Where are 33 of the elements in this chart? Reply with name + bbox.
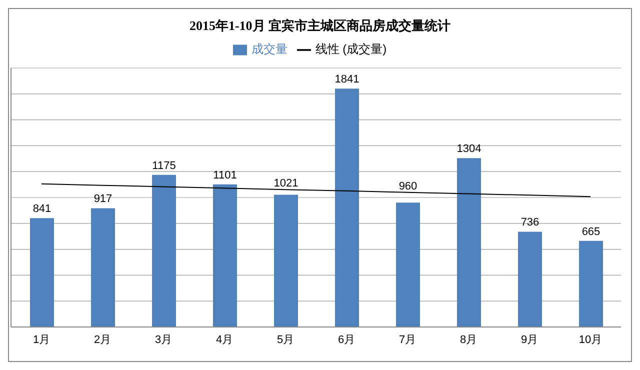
data-label: 1101 xyxy=(213,169,237,182)
x-tick-label: 1月 xyxy=(32,334,50,346)
legend-label: 线性 (成交量) xyxy=(315,42,387,56)
bar xyxy=(152,174,176,327)
bar xyxy=(335,88,359,327)
bar xyxy=(579,240,603,327)
data-label: 665 xyxy=(582,226,600,238)
data-label: 1175 xyxy=(152,160,176,172)
bar xyxy=(91,208,115,327)
bar xyxy=(396,202,420,327)
data-label: 736 xyxy=(520,216,540,229)
x-tick-label: 5月 xyxy=(276,334,294,346)
data-label: 1304 xyxy=(456,143,482,156)
data-label: 841 xyxy=(32,203,52,216)
bar xyxy=(274,194,298,327)
x-tick-label: 8月 xyxy=(460,334,478,346)
data-label: 1841 xyxy=(334,74,360,86)
bar xyxy=(518,232,542,327)
bar xyxy=(213,184,237,327)
x-tick-label: 2月 xyxy=(94,334,112,346)
x-tick-label: 7月 xyxy=(398,334,416,346)
x-tick-label: 6月 xyxy=(338,334,356,346)
x-tick-label: 10月 xyxy=(578,334,602,346)
data-label: 960 xyxy=(398,180,418,192)
bar xyxy=(457,158,481,327)
data-label: 1021 xyxy=(274,178,298,190)
bar xyxy=(30,218,54,327)
x-tick-label: 3月 xyxy=(154,334,172,346)
legend-label: 成交量 xyxy=(251,42,288,56)
x-tick-label: 9月 xyxy=(520,334,538,346)
x-tick-label: 4月 xyxy=(216,334,234,346)
data-label: 917 xyxy=(94,193,112,206)
chart-title: 2015年1-10月 宜宾市主城区商品房成交量统计 xyxy=(188,17,452,35)
